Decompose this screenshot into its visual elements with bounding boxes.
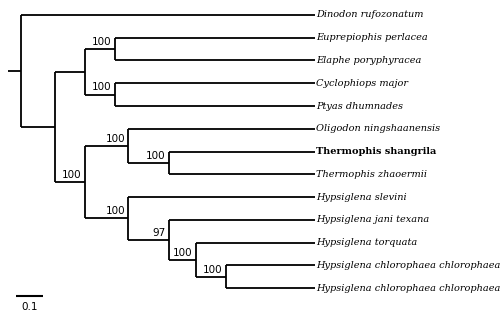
Text: Ptyas dhumnades: Ptyas dhumnades [316,101,403,111]
Text: Hypsiglena chlorophaea chlorophaea: Hypsiglena chlorophaea chlorophaea [316,284,500,293]
Text: 100: 100 [106,206,125,216]
Text: Hypsiglena torquata: Hypsiglena torquata [316,238,418,247]
Text: Cyclophiops major: Cyclophiops major [316,79,408,88]
Text: Thermophis shangrila: Thermophis shangrila [316,147,436,156]
Text: 100: 100 [62,170,82,180]
Text: Euprepiophis perlacea: Euprepiophis perlacea [316,33,428,42]
Text: Hypsiglena chlorophaea chlorophaea: Hypsiglena chlorophaea chlorophaea [316,261,500,270]
Text: 100: 100 [92,37,112,47]
Text: Thermophis zhaoermii: Thermophis zhaoermii [316,170,427,179]
Text: 100: 100 [106,134,125,144]
Text: 100: 100 [146,151,166,161]
Text: 97: 97 [152,228,166,238]
Text: Oligodon ningshaanensis: Oligodon ningshaanensis [316,124,440,133]
Text: 100: 100 [92,82,112,93]
Text: 0.1: 0.1 [22,302,38,313]
Text: 100: 100 [202,265,222,275]
Text: Elaphe poryphyracea: Elaphe poryphyracea [316,56,422,65]
Text: Hypsiglena slevini: Hypsiglena slevini [316,192,407,202]
Text: 100: 100 [172,247,192,258]
Text: Dinodon rufozonatum: Dinodon rufozonatum [316,10,424,19]
Text: Hypsiglena jani texana: Hypsiglena jani texana [316,216,430,224]
